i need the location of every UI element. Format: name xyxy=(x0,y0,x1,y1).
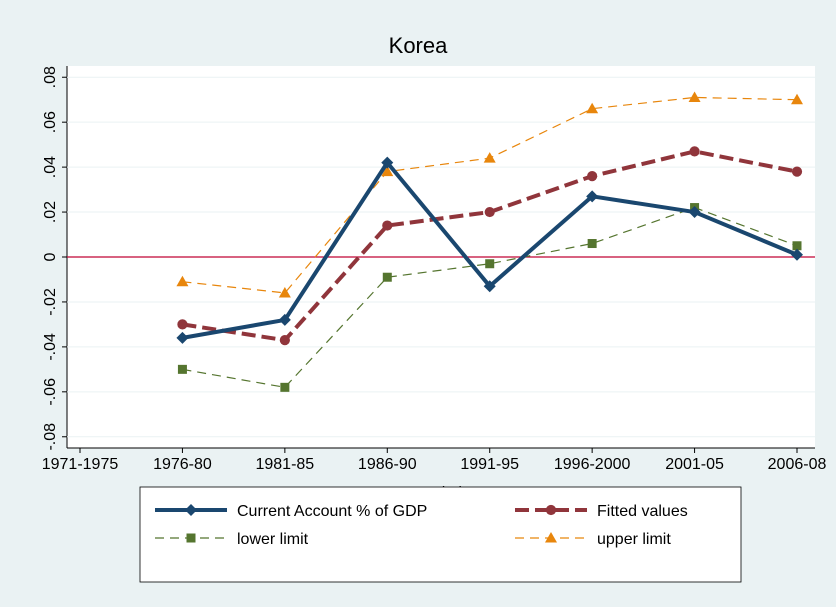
marker xyxy=(381,165,394,177)
marker xyxy=(485,259,495,269)
marker xyxy=(279,335,290,346)
y-tick-label: -.04 xyxy=(42,333,59,361)
x-tick-label: 1976-80 xyxy=(153,456,212,473)
marker xyxy=(545,532,557,543)
x-tick-label: 1981-85 xyxy=(255,456,314,473)
marker xyxy=(176,331,189,344)
marker xyxy=(587,239,597,249)
marker xyxy=(278,313,291,326)
y-tick-label: -.06 xyxy=(42,378,59,406)
marker xyxy=(278,286,291,298)
marker xyxy=(791,93,803,105)
y-tick-label: 0 xyxy=(42,252,59,261)
marker xyxy=(177,364,187,374)
chart-title: Korea xyxy=(389,33,448,58)
marker xyxy=(483,280,496,293)
marker xyxy=(586,190,599,203)
x-tick-label: 1991-95 xyxy=(460,456,519,473)
marker xyxy=(186,533,196,543)
x-tick-label: 2006-08 xyxy=(768,456,827,473)
marker xyxy=(688,91,701,102)
x-tick-label: 1986-90 xyxy=(358,456,417,473)
marker xyxy=(483,152,496,163)
y-tick-label: .08 xyxy=(42,66,59,88)
legend xyxy=(139,486,742,583)
x-tick-label: 1971-1975 xyxy=(42,456,119,473)
marker xyxy=(688,206,701,219)
legend-label: Current Account % of GDP xyxy=(237,503,427,520)
marker xyxy=(792,241,802,251)
legend-label: Fitted values xyxy=(597,503,688,520)
marker xyxy=(185,504,197,516)
y-tick-label: .04 xyxy=(42,156,59,178)
marker xyxy=(280,382,290,392)
x-tick-label: 2001-05 xyxy=(665,456,724,473)
x-tick-label: 1996-2000 xyxy=(554,456,631,473)
marker xyxy=(382,220,393,231)
marker xyxy=(689,146,700,157)
y-tick-label: .02 xyxy=(42,201,59,223)
marker xyxy=(545,504,557,516)
y-tick-label: .06 xyxy=(42,111,59,133)
legend-label: lower limit xyxy=(237,531,309,548)
marker xyxy=(791,166,803,177)
y-tick-label: -.08 xyxy=(42,423,59,451)
legend-label: upper limit xyxy=(597,531,671,548)
marker xyxy=(177,319,188,330)
marker xyxy=(484,206,495,218)
marker xyxy=(382,272,392,282)
y-tick-label: -.02 xyxy=(42,288,59,316)
marker xyxy=(381,156,394,169)
marker xyxy=(791,248,803,261)
marker xyxy=(586,102,599,114)
marker xyxy=(587,171,598,182)
marker xyxy=(176,275,189,287)
